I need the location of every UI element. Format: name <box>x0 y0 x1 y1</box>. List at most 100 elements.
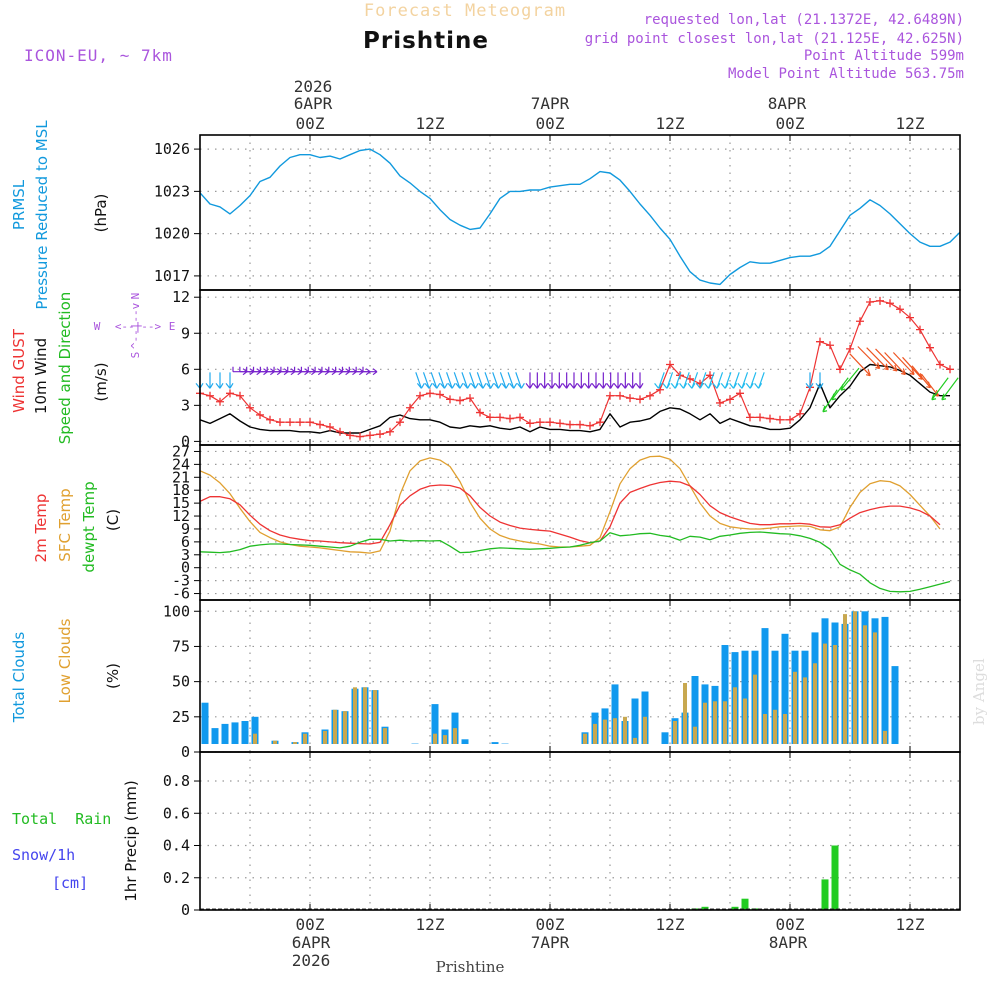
gust-marker <box>776 415 784 424</box>
watermark: by Angel <box>970 658 988 725</box>
wind-direction-arrow <box>620 372 629 389</box>
wind-direction-arrow <box>591 372 600 389</box>
gust-marker <box>646 391 654 400</box>
low-cloud-bar <box>253 733 257 744</box>
low-cloud-bar <box>703 702 707 744</box>
y-tick-label: 12 <box>172 288 190 306</box>
top-tick-label: 00Z <box>296 114 325 133</box>
y-tick-label: 15 <box>172 494 190 512</box>
total-cloud-bar <box>611 684 619 744</box>
gust-marker <box>906 313 914 322</box>
label-ms: (m/s) <box>92 362 110 401</box>
wind-direction-arrow <box>507 372 518 389</box>
top-title: Forecast Meteogram <box>364 1 566 21</box>
top-date-0: 6APR <box>294 94 333 113</box>
total-cloud-bar <box>661 732 669 744</box>
total-cloud-bar <box>631 698 639 744</box>
gust-marker <box>256 410 264 419</box>
bottom-tick-label: 00Z <box>776 915 805 934</box>
wind-direction-arrow <box>453 372 464 389</box>
label-snow: Snow/1h <box>12 846 75 864</box>
total-cloud-bar <box>781 633 789 744</box>
panel-frame <box>199 751 961 911</box>
bottom-tick-label: 00Z <box>536 915 565 934</box>
gust-marker <box>916 325 924 334</box>
gust-marker <box>796 409 804 418</box>
label-hpa: (hPa) <box>92 194 110 233</box>
gust-marker <box>346 431 354 440</box>
rain-bar <box>831 845 839 910</box>
total-cloud-bar <box>251 716 259 744</box>
gust-marker <box>526 419 534 428</box>
wind-direction-arrow <box>499 372 510 389</box>
total-cloud-bar <box>231 722 239 744</box>
panel-frames <box>199 134 961 911</box>
wind-direction-arrow <box>687 372 699 389</box>
bottom-tick-labels: 00Z 12Z 00Z 12Z 00Z 12Z <box>296 915 925 934</box>
y-tick-label: 0.8 <box>163 772 190 790</box>
model-altitude: Model Point Altitude 563.75m <box>728 66 964 82</box>
gust-marker <box>456 396 464 405</box>
low-cloud-bar <box>303 733 307 744</box>
low-cloud-bar <box>783 714 787 744</box>
wind-direction-arrow <box>547 372 556 389</box>
low-cloud-bar <box>273 740 277 744</box>
gust-marker <box>366 431 374 440</box>
gust-marker <box>416 391 424 400</box>
bottom-date-0: 6APR <box>292 933 331 952</box>
gust-marker <box>856 317 864 326</box>
top-tick-label: 00Z <box>536 114 565 133</box>
footer-location: Prishtine <box>436 958 505 976</box>
y-tick-label: 24 <box>172 455 190 473</box>
gust-marker <box>386 427 394 436</box>
total-cloud-bar <box>201 702 209 744</box>
wind-speed-line <box>199 363 950 434</box>
wind-direction-arrow <box>840 367 860 391</box>
gust-marker <box>406 403 414 412</box>
low-cloud-bar <box>873 632 877 744</box>
wind-direction-arrow <box>902 356 924 380</box>
wind-direction-arrow <box>754 372 765 389</box>
wind-direction-arrow <box>469 372 479 389</box>
y-tick-label: 1026 <box>154 140 190 158</box>
low-cloud-bar <box>693 726 697 744</box>
gust-marker <box>276 418 284 427</box>
wind-direction-arrow <box>515 372 525 389</box>
top-tick-label: 12Z <box>896 114 925 133</box>
low-cloud-bar <box>863 625 867 744</box>
gust-marker <box>716 398 724 407</box>
low-cloud-bar <box>353 687 357 744</box>
gust-marker <box>376 430 384 439</box>
bottom-tick-label: 12Z <box>416 915 445 934</box>
low-cloud-bar <box>373 690 377 744</box>
total-cloud-bar <box>241 721 249 744</box>
wind-direction-arrow <box>205 372 214 389</box>
gust-marker <box>766 414 774 423</box>
gust-marker <box>486 413 494 422</box>
gust-marker <box>866 298 874 307</box>
gust-marker <box>816 337 824 346</box>
gust-marker <box>266 415 274 424</box>
wind-direction-arrow <box>670 372 682 389</box>
compass-s: S <box>129 352 142 359</box>
low-cloud-bar <box>823 643 827 744</box>
gust-marker <box>466 394 474 403</box>
low-cloud-bar <box>623 716 627 744</box>
wind-direction-arrow <box>422 372 433 389</box>
gust-marker <box>506 414 514 423</box>
total-cloud-bar <box>741 650 749 744</box>
wind-direction-arrow <box>540 372 549 389</box>
gust-marker <box>316 420 324 429</box>
y-tick-label: 9 <box>181 324 190 342</box>
gust-marker <box>326 422 334 431</box>
top-tick-label: 12Z <box>656 114 685 133</box>
wind-direction-arrow <box>606 372 615 389</box>
low-cloud-bar <box>853 611 857 744</box>
gust-marker <box>586 421 594 430</box>
wind-direction-arrow <box>584 372 593 389</box>
total-cloud-bar <box>771 650 779 744</box>
low-cloud-bar <box>733 687 737 744</box>
y-tick-label: 50 <box>172 673 190 691</box>
rain-bar <box>741 898 749 910</box>
